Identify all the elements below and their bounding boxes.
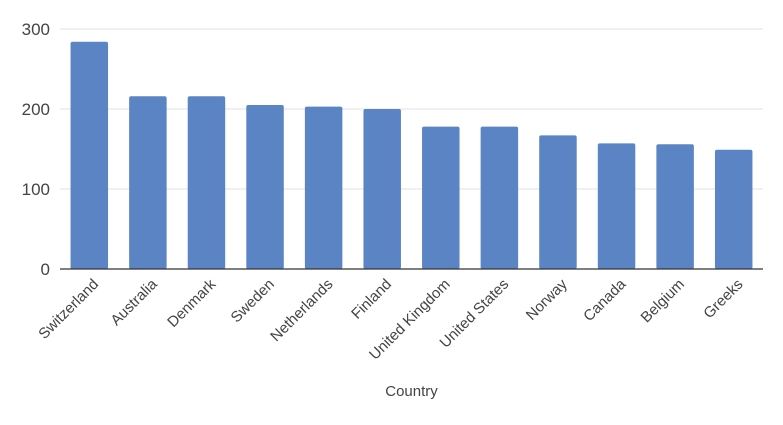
bar-denmark [187, 96, 226, 269]
x-tick-label: Sweden [228, 276, 278, 326]
y-tick-label: 100 [22, 180, 50, 199]
x-tick-label: Finland [348, 276, 395, 323]
bar-belgium [656, 144, 694, 269]
bar-netherlands [304, 106, 343, 269]
x-tick-label: Belgium [638, 276, 688, 326]
bar-canada [597, 143, 636, 269]
bars [70, 41, 753, 269]
y-tick-label: 300 [22, 20, 50, 39]
bar-switzerland [70, 41, 109, 269]
y-axis-ticks: 0 100 200 300 [22, 20, 50, 279]
x-axis-ticks: Switzerland Australia Denmark SwedenNetherl… [35, 275, 746, 363]
bar-norway [539, 135, 577, 269]
gridlines [60, 28, 763, 190]
bar-sweden [246, 105, 284, 269]
x-tick-label: Norway [523, 275, 571, 323]
x-tick-label: Switzerland [35, 276, 102, 343]
x-tick-label: Denmark [164, 275, 219, 330]
x-tick-label: Canada [580, 275, 630, 325]
x-axis-title: Country [385, 383, 438, 400]
y-tick-label: 200 [22, 100, 50, 119]
bar-united-kingdom [422, 126, 460, 269]
bar-australia [129, 96, 167, 269]
bar-united-states [480, 126, 519, 269]
y-tick-label: 0 [41, 260, 50, 279]
bar-greeks [714, 149, 753, 269]
x-tick-label: Greeks [700, 276, 746, 322]
bar-finland [363, 109, 401, 269]
x-tick-label: Australia [107, 275, 161, 329]
x-tick-label: Netherlands [267, 276, 336, 345]
